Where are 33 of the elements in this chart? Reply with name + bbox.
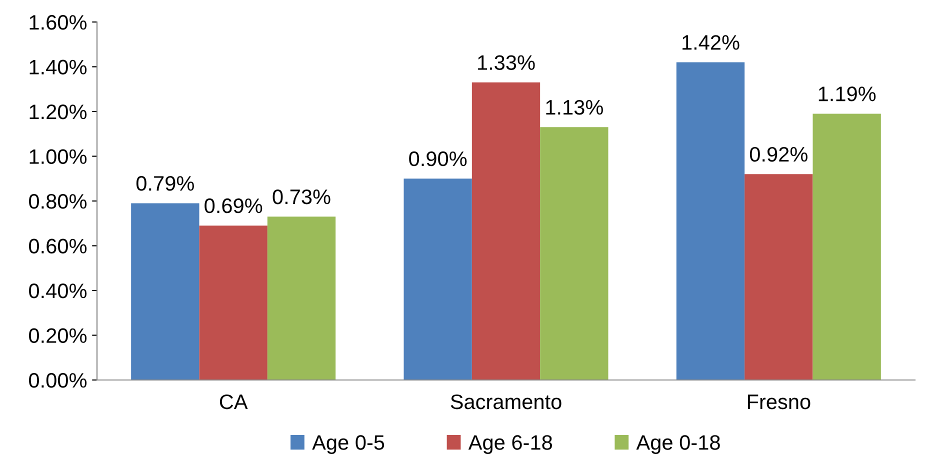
legend-label: Age 6-18 (468, 435, 552, 454)
y-tick-label: 1.00% (30, 149, 87, 164)
legend-label: Age 0-5 (312, 435, 384, 454)
data-label: 0.69% (204, 198, 262, 214)
bar (744, 174, 813, 380)
bar (472, 82, 540, 380)
bar (540, 127, 608, 380)
legend-label: Age 0-18 (636, 435, 720, 454)
x-tick-label: CA (220, 394, 248, 410)
y-tick-label: 0.40% (29, 284, 87, 298)
y-tick-label: 0.00% (29, 373, 87, 388)
data-label: 0.90% (409, 151, 467, 166)
data-label: 1.19% (818, 86, 876, 102)
data-label: 1.33% (478, 55, 535, 70)
data-label: 0.79% (136, 176, 194, 191)
x-tick-label: Fresno (748, 394, 810, 410)
data-label: 1.42% (682, 35, 740, 50)
y-tick-label: 1.40% (30, 60, 87, 75)
x-tick-label: Sacramento (450, 394, 562, 410)
y-tick-label: 0.80% (29, 194, 87, 209)
data-label: 1.13% (546, 100, 603, 115)
y-tick-label: 0.20% (29, 328, 87, 344)
y-tick-label: 1.20% (30, 104, 87, 120)
data-label: 0.73% (272, 189, 330, 204)
y-tick-label: 0.60% (29, 238, 87, 254)
bar (812, 114, 881, 380)
bar (131, 203, 200, 380)
bar (676, 62, 745, 380)
bar (199, 226, 268, 380)
bar (267, 216, 336, 380)
bar (404, 178, 472, 380)
data-label: 0.92% (750, 146, 808, 162)
y-tick-label: 1.60% (30, 15, 87, 30)
